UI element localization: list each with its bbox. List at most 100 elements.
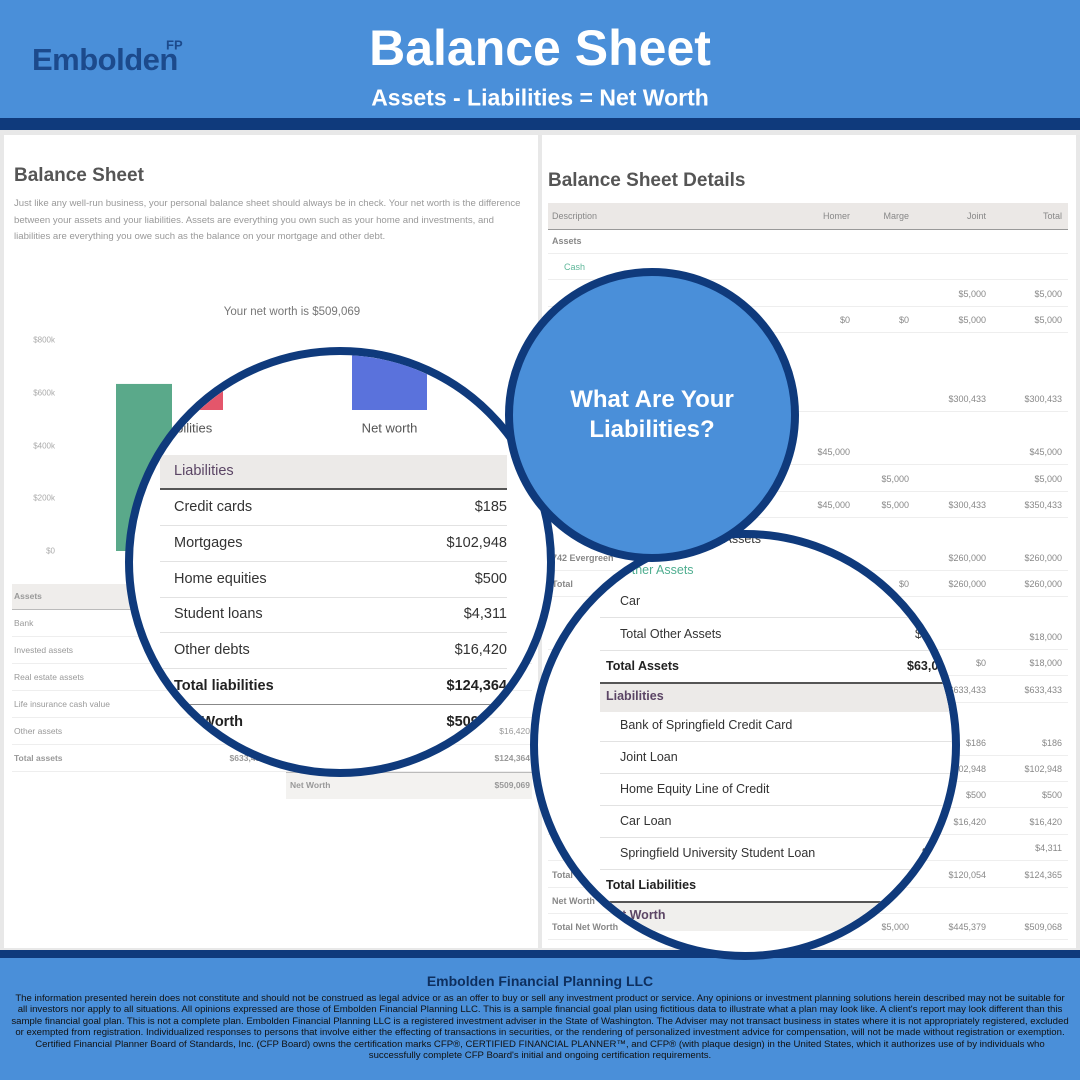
row-separator (160, 597, 507, 598)
group-label: Liabilities (606, 689, 664, 703)
section-label: Assets (723, 532, 761, 546)
group-label: Net Worth (606, 908, 666, 922)
column-header: Homer (822, 211, 850, 221)
row-label: Credit cards (174, 499, 253, 515)
description: Just like any well-run business, your pe… (14, 198, 521, 242)
row-value: $124,364 (494, 753, 530, 763)
row-value: $509,069 (494, 780, 530, 790)
row-label: Total (552, 579, 573, 590)
row-label: Total Net Worth (590, 939, 682, 953)
row-value: $63,0 (907, 659, 939, 673)
column-header: Joint (966, 211, 986, 221)
column-header: Marge (883, 211, 909, 221)
x-tick-label: Liabilities (158, 420, 213, 436)
column-header: Total (1042, 211, 1062, 221)
details-zoom: Assets Other Assets Car Total Other Assets $… (530, 530, 960, 960)
y-tick-label: $200k (33, 493, 55, 503)
row-value: $120,054 (948, 869, 986, 880)
row-value: $633,433 (1024, 684, 1062, 695)
row-separator (12, 771, 532, 772)
row-label: Total assets (14, 753, 63, 763)
table-header-label: Liabilities (174, 463, 234, 479)
row-label: Student loans (174, 606, 263, 622)
row-separator (600, 805, 952, 806)
row-separator (160, 561, 507, 562)
row-value: $500 (1041, 790, 1062, 801)
row-value: $509,068 (1024, 922, 1062, 933)
row-label: Car (620, 594, 641, 608)
column-header: Description (552, 211, 598, 221)
group-header (600, 901, 952, 931)
header-stripe (0, 118, 1080, 130)
row-label: Home Equity Line of Credit (620, 782, 770, 796)
row-value: $185 (474, 499, 507, 515)
row-value: $509,069 (446, 714, 507, 730)
row-value: $5,000 (1034, 315, 1062, 326)
row-value: $260,000 (948, 579, 986, 590)
row-value: $5,000 (958, 315, 986, 326)
row-label: Bank (14, 618, 34, 628)
group-label: Other Assets (622, 563, 694, 577)
row-separator (548, 332, 1068, 334)
callout-text: Liabilities? (589, 416, 715, 443)
row-value: $124,364 (446, 678, 507, 694)
row-value: $300,433 (1024, 394, 1062, 405)
company-name: Embolden Financial Planning LLC (426, 973, 654, 989)
row-value: $1 (915, 627, 929, 641)
row-separator (160, 525, 507, 526)
row-value: $0 (898, 579, 909, 590)
row-label: Net Worth (174, 714, 244, 730)
row-value: $186 (965, 737, 986, 748)
row-value: $5,000 (1034, 288, 1062, 299)
row-label: Joint Loan (620, 750, 678, 764)
row-value: $45,000 (817, 500, 850, 510)
row-label: Real estate assets (14, 672, 84, 682)
brand: Embolden (32, 42, 178, 77)
header-band (0, 0, 1080, 118)
row-value: $4,311 (1035, 843, 1062, 854)
row-label: Net Worth (552, 896, 595, 906)
row-value: $5,000 (958, 288, 986, 299)
row-separator (548, 517, 1068, 518)
y-tick-label: $800k (33, 335, 55, 345)
row-value: $300,433 (948, 500, 986, 510)
callout: What Are Your Liabilities? (505, 268, 799, 562)
row-label: Springfield University Student Loan (620, 846, 816, 860)
details-zoom-content: Assets Other Assets Car Total Other Assets $… (538, 532, 952, 953)
row-value: $4,311 (463, 606, 507, 622)
row-separator (600, 837, 952, 838)
row-value: $500 (474, 571, 507, 587)
row-value: $633,433 (948, 684, 986, 695)
row-value: $5,000 (881, 500, 909, 510)
row-label: Bank of Springfield Credit Card (620, 718, 793, 732)
row-value: $350,433 (1024, 500, 1062, 510)
row-value: $260,000 (1024, 552, 1062, 563)
liabilities-zoom-content: Liabilities Net worth Liabilities Credit ca… (133, 355, 547, 769)
row-value: $0 (898, 315, 909, 326)
table-header (548, 203, 1068, 230)
row-label: Net Worth (290, 780, 331, 790)
row-label: Total liabilities (174, 678, 274, 694)
row-value: $5,000 (1034, 473, 1062, 484)
bar (352, 355, 427, 410)
row-value: $102,948 (948, 764, 986, 774)
row-separator (160, 668, 507, 669)
chart-title: Your net worth is $509,069 (223, 306, 361, 318)
row-label: Other debts (174, 642, 250, 658)
row-value: $186 (1041, 737, 1062, 748)
row-value: $16,420 (953, 816, 986, 827)
row-separator (548, 253, 1068, 254)
row-label: Mortgages (174, 535, 243, 551)
row-label: Other assets (14, 726, 63, 736)
liabilities-zoom: Liabilities Net worth Liabilities Credit ca… (125, 347, 555, 777)
row-label: Total Assets (606, 659, 679, 673)
row-label: Total Liabilities (606, 878, 697, 892)
zoom-chart (148, 355, 427, 410)
row-label: Assets (552, 236, 582, 246)
row-label: Total Net Worth (552, 922, 619, 933)
row-value: $102,948 (446, 535, 507, 551)
row-separator (600, 773, 952, 774)
row-separator (600, 741, 952, 742)
row-value: $633,433 (229, 753, 265, 763)
